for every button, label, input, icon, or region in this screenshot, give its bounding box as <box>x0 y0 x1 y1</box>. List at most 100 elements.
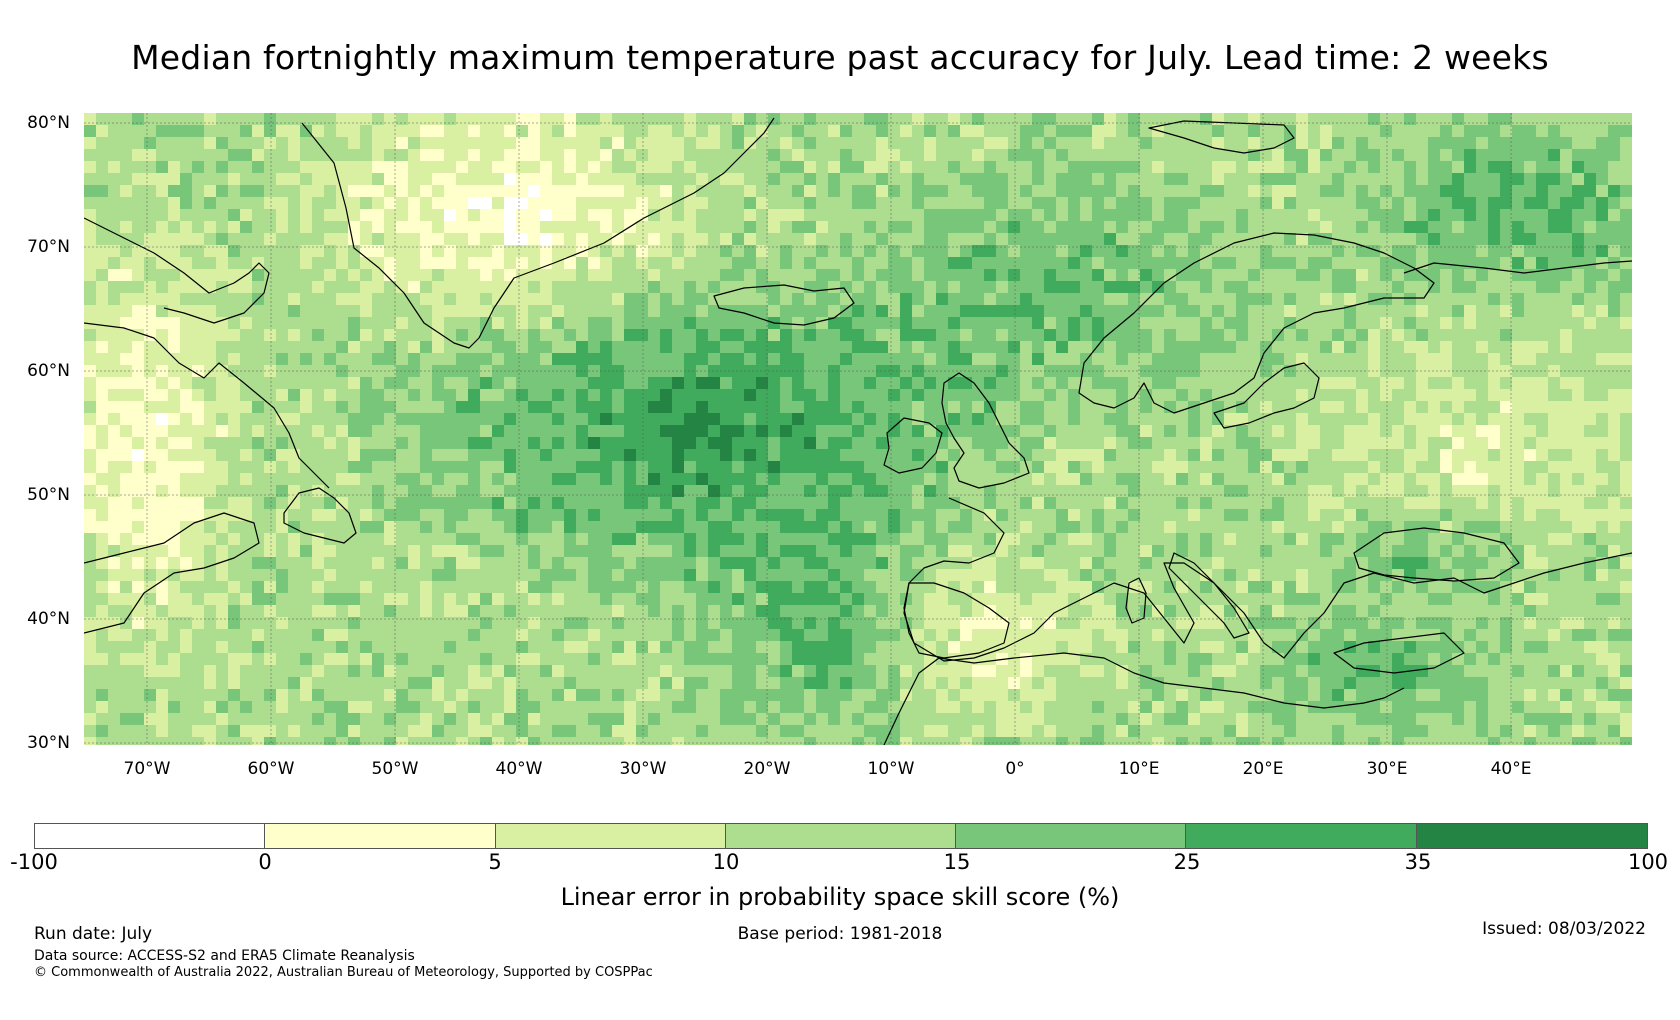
skill-cell <box>828 317 840 329</box>
skill-cell <box>936 401 948 413</box>
skill-cell <box>1224 281 1236 293</box>
skill-cell <box>732 197 744 209</box>
skill-cell <box>1320 401 1332 413</box>
skill-cell <box>1524 293 1536 305</box>
skill-cell <box>288 353 300 365</box>
skill-cell <box>1596 161 1608 173</box>
skill-cell <box>1044 305 1056 317</box>
skill-cell <box>216 533 228 545</box>
skill-cell <box>120 221 132 233</box>
skill-cell <box>924 113 936 125</box>
skill-cell <box>240 449 252 461</box>
skill-cell <box>1176 293 1188 305</box>
skill-cell <box>912 185 924 197</box>
skill-cell <box>924 473 936 485</box>
skill-cell <box>660 137 672 149</box>
skill-cell <box>576 449 588 461</box>
skill-cell <box>504 233 516 245</box>
skill-cell <box>564 533 576 545</box>
skill-cell <box>1152 173 1164 185</box>
skill-cell <box>1128 197 1140 209</box>
skill-cell <box>660 305 672 317</box>
skill-cell <box>1332 557 1344 569</box>
skill-cell <box>1584 269 1596 281</box>
skill-cell <box>96 257 108 269</box>
skill-cell <box>252 317 264 329</box>
skill-cell <box>984 293 996 305</box>
skill-cell <box>1284 557 1296 569</box>
skill-cell <box>264 209 276 221</box>
skill-cell <box>1344 461 1356 473</box>
skill-cell <box>192 389 204 401</box>
skill-cell <box>156 569 168 581</box>
skill-cell <box>864 269 876 281</box>
skill-cell <box>504 557 516 569</box>
skill-cell <box>276 497 288 509</box>
skill-cell <box>1488 245 1500 257</box>
skill-cell <box>720 449 732 461</box>
skill-cell <box>312 293 324 305</box>
skill-cell <box>192 413 204 425</box>
skill-cell <box>564 281 576 293</box>
skill-cell <box>1548 137 1560 149</box>
skill-cell <box>1536 221 1548 233</box>
skill-cell <box>720 281 732 293</box>
skill-cell <box>576 233 588 245</box>
skill-cell <box>576 521 588 533</box>
skill-cell <box>1464 425 1476 437</box>
skill-cell <box>1380 509 1392 521</box>
skill-cell <box>468 317 480 329</box>
skill-cell <box>108 437 120 449</box>
skill-cell <box>396 113 408 125</box>
skill-cell <box>876 401 888 413</box>
skill-cell <box>1020 293 1032 305</box>
skill-cell <box>864 521 876 533</box>
skill-cell <box>1524 149 1536 161</box>
skill-cell <box>84 569 96 581</box>
skill-cell <box>1296 473 1308 485</box>
skill-cell <box>756 401 768 413</box>
skill-cell <box>672 161 684 173</box>
skill-cell <box>480 485 492 497</box>
skill-cell <box>1056 281 1068 293</box>
skill-cell <box>1080 413 1092 425</box>
skill-cell <box>1392 137 1404 149</box>
skill-cell <box>384 221 396 233</box>
skill-cell <box>1116 245 1128 257</box>
skill-cell <box>1524 257 1536 269</box>
skill-cell <box>1080 185 1092 197</box>
skill-cell <box>288 245 300 257</box>
skill-cell <box>936 185 948 197</box>
skill-cell <box>1140 377 1152 389</box>
skill-cell <box>504 449 516 461</box>
skill-cell <box>1320 509 1332 521</box>
skill-cell <box>540 389 552 401</box>
skill-cell <box>1524 161 1536 173</box>
skill-cell <box>1212 305 1224 317</box>
skill-cell <box>1116 185 1128 197</box>
skill-cell <box>1332 305 1344 317</box>
skill-cell <box>372 413 384 425</box>
skill-cell <box>264 317 276 329</box>
skill-cell <box>444 437 456 449</box>
skill-cell <box>612 329 624 341</box>
skill-cell <box>1236 473 1248 485</box>
skill-cell <box>900 233 912 245</box>
skill-cell <box>1488 113 1500 125</box>
skill-cell <box>900 293 912 305</box>
skill-cell <box>696 437 708 449</box>
skill-cell <box>948 389 960 401</box>
skill-cell <box>312 329 324 341</box>
skill-cell <box>876 413 888 425</box>
skill-cell <box>816 329 828 341</box>
skill-cell <box>600 557 612 569</box>
skill-cell <box>1608 389 1620 401</box>
skill-cell <box>1236 413 1248 425</box>
skill-cell <box>1440 197 1452 209</box>
skill-cell <box>828 377 840 389</box>
skill-cell <box>1320 353 1332 365</box>
skill-cell <box>1608 125 1620 137</box>
skill-cell <box>768 233 780 245</box>
skill-cell <box>1380 125 1392 137</box>
skill-cell <box>444 521 456 533</box>
